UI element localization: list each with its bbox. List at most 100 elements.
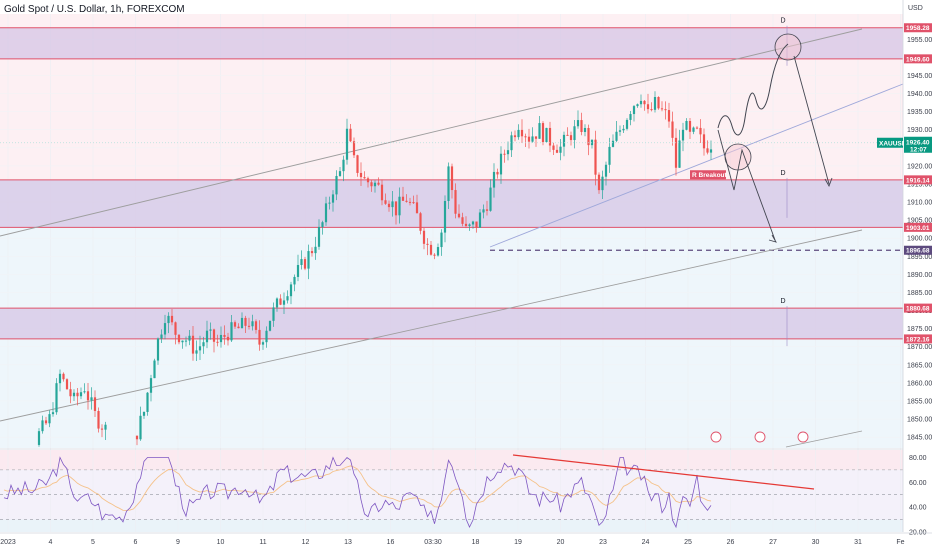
candle-body (429, 244, 433, 255)
rsi-tick-label: 80.00 (909, 455, 927, 462)
candle-body (531, 136, 534, 142)
candle-body (86, 391, 90, 401)
candle-body (471, 221, 475, 225)
candle-body (583, 127, 587, 132)
candle-body (247, 325, 251, 327)
projection-arrowhead (768, 234, 777, 243)
candle-body (100, 428, 104, 430)
candle-body (135, 435, 139, 440)
candle-body (90, 397, 93, 401)
candle-body (265, 330, 268, 343)
candle-body (461, 217, 464, 224)
candle-body (660, 108, 664, 110)
candle-body (279, 298, 282, 305)
candle-body (104, 424, 107, 430)
time-tick-label: 26 (727, 539, 735, 546)
candle-body (632, 106, 636, 115)
candle-body (695, 127, 699, 129)
price-tick-label: 1850.00 (907, 417, 932, 424)
price-level-tag (904, 303, 932, 313)
rsi-ma-line (3, 465, 712, 511)
current-price-tag (904, 136, 932, 153)
candle-body (237, 326, 240, 329)
candle-body (212, 329, 216, 342)
candle-body (667, 110, 671, 122)
breakout-label: R Breakout (692, 172, 728, 179)
projection-path-drop (793, 55, 830, 185)
candle-body (380, 184, 384, 201)
breakout-label-bg (690, 170, 726, 180)
candle-body (209, 329, 212, 331)
candle-body (573, 126, 576, 141)
candle-body (545, 127, 548, 143)
candle-body (314, 246, 317, 254)
candle-body (293, 276, 296, 285)
candle-body (517, 129, 520, 138)
candle-body (485, 209, 489, 211)
candle-body (356, 155, 359, 173)
candle-body (184, 340, 188, 342)
time-tick-label: 03:30 (424, 539, 442, 546)
candle-body (408, 201, 412, 203)
current-price-text: 1926.40 (906, 139, 930, 146)
candle-body (272, 307, 275, 321)
candle-body (387, 203, 391, 208)
candle-body (524, 136, 527, 138)
candle-body (202, 342, 205, 347)
time-tick-label: 13 (344, 539, 352, 546)
time-tick-label: 20 (557, 539, 565, 546)
price-level-tag-text: 1958.28 (906, 25, 930, 32)
candle-body (538, 123, 541, 139)
price-tick-label: 1930.00 (907, 127, 932, 134)
candles-group (37, 91, 713, 447)
candle-body (328, 202, 331, 204)
candle-body (149, 378, 153, 393)
candle-body (338, 171, 342, 176)
time-tick-label: 24 (642, 539, 650, 546)
candle-body (681, 129, 685, 141)
candle-body (352, 141, 356, 156)
time-tick-label: 23 (599, 539, 607, 546)
candle-body (174, 322, 177, 335)
candle-body (412, 202, 415, 204)
candle-body (177, 334, 181, 343)
candle-body (156, 338, 160, 361)
candle-body (688, 120, 692, 132)
candle-body (657, 97, 660, 109)
candle-body (181, 340, 184, 343)
candle-body (398, 196, 401, 216)
candle-body (506, 150, 510, 155)
candle-body (706, 148, 709, 153)
candle-body (55, 383, 58, 413)
currency-label: USD (908, 5, 923, 12)
candle-body (629, 114, 632, 120)
price-tick-label: 1890.00 (907, 272, 932, 279)
time-tick-label: 16 (387, 539, 395, 546)
candle-body (286, 296, 289, 301)
candle-body (216, 341, 219, 343)
candle-body (69, 389, 72, 397)
candle-body (650, 109, 653, 111)
candle-body (709, 149, 713, 153)
candle-body (678, 140, 681, 168)
candle-body (51, 412, 55, 415)
time-tick-label: 11 (259, 539, 266, 546)
candle-body (671, 121, 674, 138)
price-tick-label: 1870.00 (907, 344, 932, 351)
candle-body (541, 123, 545, 143)
supply-zone (0, 308, 903, 339)
time-tick-label: 10 (217, 539, 225, 546)
price-tick-label: 1920.00 (907, 163, 932, 170)
candle-body (674, 137, 678, 168)
candle-body (426, 243, 429, 245)
time-tick-label: 9 (176, 539, 180, 546)
candle-body (230, 322, 233, 341)
candle-body (618, 130, 622, 132)
symbol-tag (877, 137, 903, 148)
candle-body (167, 315, 170, 324)
candle-body (240, 317, 244, 329)
candle-body (307, 251, 310, 269)
candle-body (608, 146, 611, 165)
